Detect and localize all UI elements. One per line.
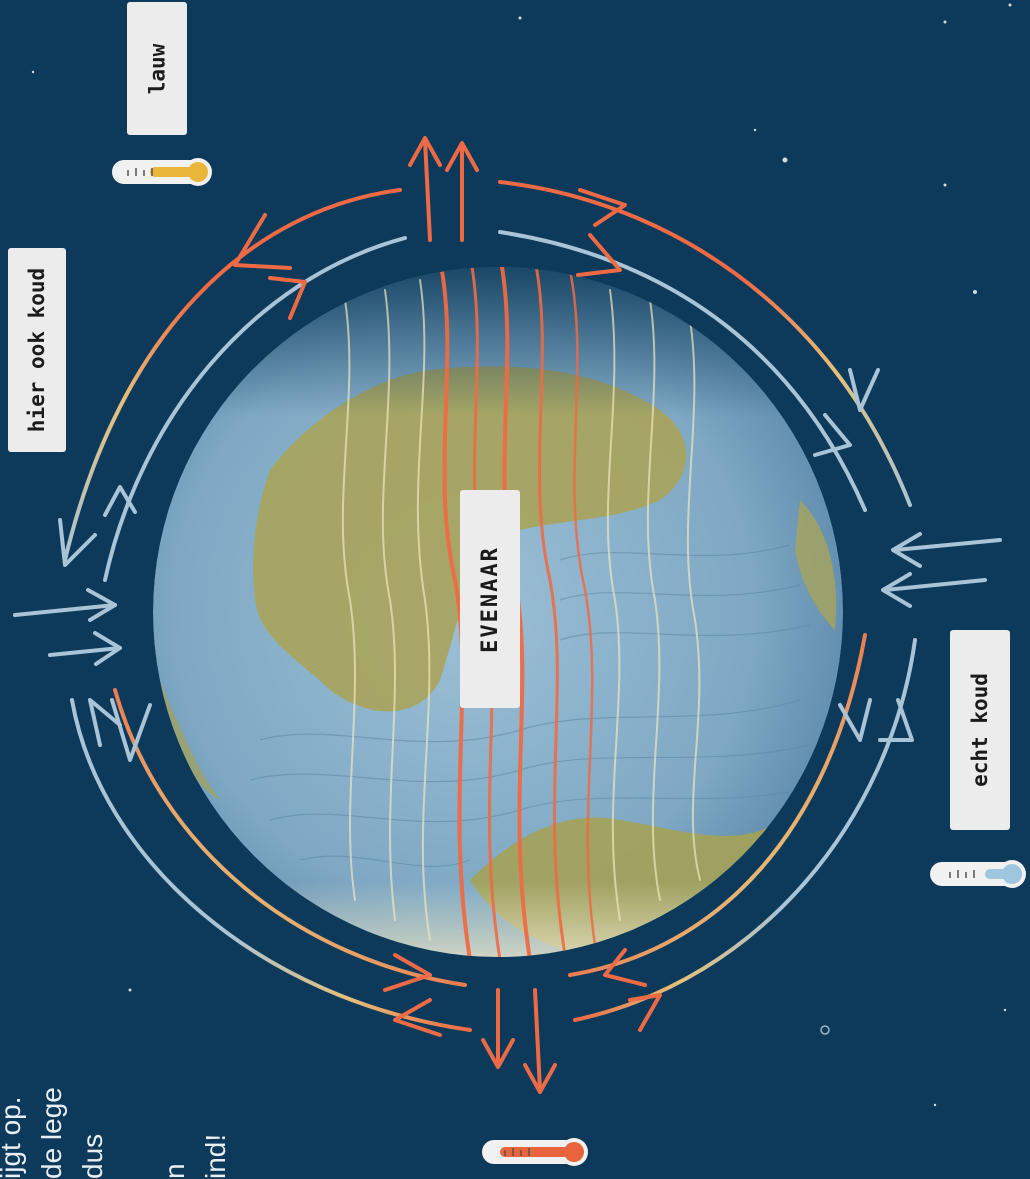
label-evenaar-text: EVENAAR [477, 545, 503, 653]
left-arrow-1 [13, 603, 117, 617]
arrow-bottom-left-inner [113, 688, 467, 987]
arrowheads [58, 188, 914, 1037]
side-text-line: dus [77, 1133, 108, 1179]
left-arrow-2 [48, 646, 122, 657]
side-text-line: n [159, 1163, 190, 1179]
side-text-line: ind! [200, 1133, 231, 1179]
arrow-bottom-right-inner [568, 633, 867, 977]
arrow-top-left-outer [63, 188, 402, 562]
side-text-line [113, 1087, 154, 1179]
label-lauw-text: lauw [144, 43, 169, 94]
arrow-bottom-left-outer [70, 698, 472, 1032]
land-mass-right [795, 500, 837, 630]
side-text-line: de lege [36, 1087, 67, 1179]
label-lauw: lauw [127, 2, 187, 135]
stars [31, 3, 1012, 1107]
label-echt-koud: echt koud [950, 630, 1010, 830]
thermometer-echt-koud [930, 860, 1026, 888]
falling-arrow-2 [533, 988, 542, 1092]
right-arrow-2 [883, 578, 987, 592]
arrow-top-left-inner [103, 236, 407, 582]
label-evenaar: EVENAAR [460, 490, 520, 708]
arrow-top-right-outer [498, 180, 912, 507]
vertical-arrows [408, 136, 557, 1094]
right-arrow-1 [893, 538, 1002, 552]
side-arrows [13, 532, 1002, 666]
thermometer-lauw [112, 158, 212, 186]
side-text-line: ijgt op. [0, 1096, 26, 1179]
rising-arrow-1 [423, 138, 432, 242]
small-planet [820, 1025, 830, 1035]
label-hier-ook-koud: hier ook koud [8, 248, 66, 452]
label-hier-ook-koud-text: hier ook koud [25, 267, 49, 433]
wind-lines [341, 267, 701, 957]
side-text-fragment: ijgt op. de lege dus n ind! [0, 1000, 290, 1179]
label-echt-koud-text: echt koud [968, 673, 993, 787]
thermometer-warm [482, 1138, 588, 1166]
